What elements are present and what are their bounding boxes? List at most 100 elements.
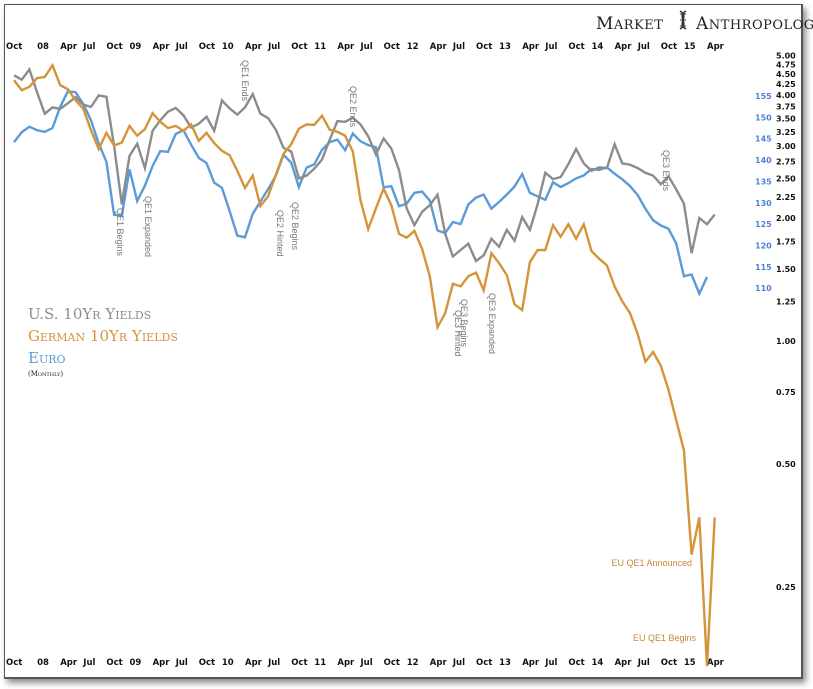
x-tick-label: 15 — [684, 42, 696, 52]
x-tick-label: 10 — [222, 42, 234, 52]
x-tick-label: 14 — [592, 42, 604, 52]
x-tick-label: Jul — [452, 658, 465, 668]
x-tick-label: Apr — [245, 658, 263, 668]
x-tick-label: Apr — [153, 658, 171, 668]
x-axis-top: Oct 08 Apr Jul Oct 09 Apr Jul Oct 10 Apr Jul Oct 11 Ap… — [6, 42, 725, 52]
y-tick-label-euro: 150 — [755, 113, 772, 122]
y-tick-label-euro: 155 — [755, 92, 772, 101]
y-tick-label-yield: 4.00 — [776, 91, 796, 100]
x-tick-label: Jul — [637, 42, 650, 52]
x-tick-label: 12 — [407, 658, 419, 668]
y-tick-label-euro: 135 — [755, 177, 772, 186]
x-tick-label: 15 — [684, 658, 696, 668]
annotation-label: QE1 Expanded — [143, 196, 153, 257]
annotation-label: QE2 Ends — [348, 86, 358, 128]
brand-left-word: MARKET — [596, 14, 663, 34]
x-tick-label: Oct — [384, 658, 400, 668]
annotation-label: QE2 Hinted — [275, 210, 285, 257]
annotation-label: QE3 Begins — [459, 299, 469, 348]
y-tick-label-euro: 115 — [755, 263, 772, 272]
x-tick-label: Apr — [430, 42, 448, 52]
y-tick-label-euro: 125 — [755, 220, 772, 229]
x-tick-label: Jul — [267, 658, 280, 668]
x-tick-label: 09 — [130, 42, 142, 52]
x-tick-label: Apr — [615, 658, 633, 668]
x-tick-label: 08 — [37, 42, 49, 52]
y-tick-label-yield: 2.00 — [776, 214, 796, 223]
x-tick-label: Apr — [153, 42, 171, 52]
x-tick-label: Jul — [544, 658, 557, 668]
y-tick-label-yield: 1.00 — [776, 337, 796, 346]
annotation-label: QE1 Ends — [240, 60, 250, 102]
x-tick-label: Oct — [106, 42, 122, 52]
x-tick-label: 09 — [130, 658, 142, 668]
annotation-label: QE3 Hinted — [453, 310, 463, 357]
x-tick-label: Oct — [106, 658, 122, 668]
y-tick-label-yield: 4.75 — [776, 61, 796, 70]
x-tick-label: 10 — [222, 658, 234, 668]
x-tick-label: Oct — [199, 42, 215, 52]
x-tick-label: Jul — [452, 42, 465, 52]
brand-logo: MARKET ANTHROPOLOGY — [596, 10, 813, 34]
y-tick-label-euro: 110 — [755, 284, 772, 293]
y-tick-label-yield: 2.75 — [776, 157, 796, 166]
y-tick-label-yield: 2.50 — [776, 174, 796, 183]
series-line-euro — [13, 90, 709, 297]
y-tick-label-yield: 3.50 — [776, 115, 796, 124]
y-tick-label-yield: 4.25 — [776, 80, 796, 89]
y-tick-label-yield: 2.25 — [776, 193, 796, 202]
y-tick-label-yield: 1.50 — [776, 265, 796, 274]
x-tick-label: Oct — [661, 42, 677, 52]
x-tick-label: Oct — [568, 42, 584, 52]
x-tick-label: 14 — [592, 658, 604, 668]
annotation-label: QE3 Expanded — [487, 293, 497, 354]
x-tick-label: Oct — [291, 42, 307, 52]
y-tick-label-euro: 130 — [755, 199, 772, 208]
x-tick-label: Apr — [245, 42, 263, 52]
y-tick-label-yield: 1.25 — [776, 297, 796, 306]
x-tick-label: Jul — [82, 658, 95, 668]
x-axis-bottom: Oct 08 Apr Jul Oct 09 Apr Jul Oct 10 Apr Jul Oct 11 Ap… — [6, 658, 725, 668]
x-tick-label: 13 — [499, 42, 511, 52]
annotations-layer: QE1 Begins QE1 Expanded QE1 Ends QE2 Hinted… — [115, 60, 696, 643]
annotation-label: QE2 Begins — [290, 202, 300, 251]
y-tick-label-yield: 3.25 — [776, 128, 796, 137]
legend-note: (Monthly) — [28, 370, 63, 378]
x-tick-label: 11 — [314, 658, 326, 668]
x-tick-label: Apr — [60, 658, 78, 668]
y-tick-label-yield: 5.00 — [776, 51, 796, 60]
x-tick-label: Oct — [6, 42, 22, 52]
x-tick-label: Oct — [384, 42, 400, 52]
x-tick-label: Oct — [568, 658, 584, 668]
annotation-label: EU QE1 Announced — [611, 558, 692, 568]
chart-frame — [4, 4, 803, 679]
y-axis-euro: 155 150 145 140 135 130 125 120 115 110 — [755, 92, 772, 293]
x-tick-label: Apr — [337, 42, 355, 52]
x-tick-label: Apr — [60, 42, 78, 52]
y-tick-label-yield: 0.25 — [776, 583, 796, 592]
x-tick-label: Oct — [199, 658, 215, 668]
annotation-label: EU QE1 Begins — [633, 633, 697, 643]
x-tick-label: Jul — [637, 658, 650, 668]
x-tick-label: Apr — [430, 658, 448, 668]
legend-entry-german-10yr: German 10Yr Yields — [28, 327, 178, 345]
x-tick-label: Jul — [82, 42, 95, 52]
y-tick-label-yield: 0.75 — [776, 388, 796, 397]
x-tick-label: Oct — [6, 658, 22, 668]
legend-entry-us-10yr: U.S. 10Yr Yields — [28, 305, 151, 323]
x-tick-label: Jul — [267, 42, 280, 52]
x-tick-label: Apr — [522, 42, 540, 52]
x-tick-label: Oct — [661, 658, 677, 668]
x-tick-label: Apr — [337, 658, 355, 668]
x-tick-label: Jul — [360, 42, 373, 52]
x-tick-label: Apr — [522, 658, 540, 668]
y-tick-label-euro: 140 — [755, 156, 772, 165]
legend-entry-euro: Euro — [28, 349, 66, 367]
y-tick-label-yield: 0.50 — [776, 460, 796, 469]
x-tick-label: 08 — [37, 658, 49, 668]
x-tick-label: Oct — [476, 658, 492, 668]
series-layer — [13, 62, 716, 667]
x-tick-label: 11 — [314, 42, 326, 52]
x-tick-label: Jul — [175, 42, 188, 52]
x-tick-label: Jul — [544, 42, 557, 52]
